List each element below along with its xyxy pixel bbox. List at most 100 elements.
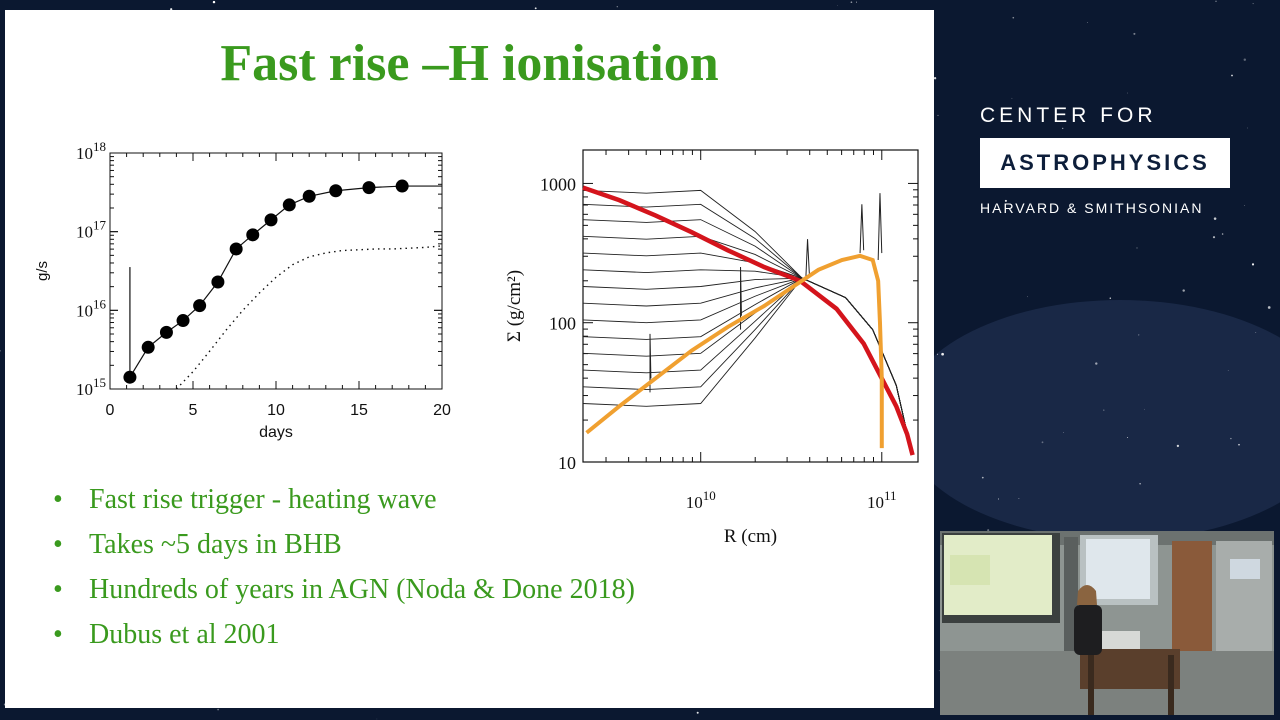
- profile-curve: [582, 277, 910, 442]
- star: [1127, 437, 1129, 438]
- star: [1133, 32, 1136, 35]
- star: [1213, 217, 1217, 220]
- presentation-slide: Fast rise –H ionisation • Fast rise trigg…: [5, 10, 934, 708]
- speaker-webcam-video[interactable]: [940, 531, 1274, 715]
- data-point: [229, 242, 243, 256]
- star: [850, 1, 853, 4]
- star: [937, 114, 939, 116]
- bullet-symbol: •: [53, 484, 63, 515]
- star: [1018, 498, 1020, 500]
- star: [1103, 409, 1105, 411]
- x-axis-label: R (cm): [724, 526, 777, 547]
- data-point: [123, 370, 137, 384]
- heating-front-spike: [859, 204, 865, 254]
- star: [1244, 205, 1246, 207]
- logo-line-harvard-smithsonian: HARVARD & SMITHSONIAN: [980, 200, 1204, 216]
- star: [1087, 22, 1088, 23]
- star: [1138, 334, 1140, 336]
- star: [987, 529, 990, 532]
- orange-profile-curve: [585, 253, 884, 449]
- star: [1095, 362, 1098, 365]
- data-point: [141, 340, 155, 354]
- star: [0, 350, 1, 352]
- star: [1062, 127, 1064, 130]
- star: [936, 353, 939, 355]
- star: [855, 1, 858, 3]
- star: [217, 708, 219, 711]
- star: [1011, 97, 1013, 99]
- data-point: [264, 213, 278, 227]
- bullet-symbol: •: [53, 619, 63, 650]
- x-tick-label: 1010: [686, 488, 716, 512]
- x-tick-label: 15: [350, 402, 368, 419]
- bullet-list: • Fast rise trigger - heating wave • Takes…: [53, 480, 635, 660]
- star: [981, 476, 984, 479]
- star: [1144, 408, 1145, 410]
- star: [1182, 289, 1185, 292]
- profile-curve: [582, 277, 910, 442]
- profile-curve: [582, 277, 910, 442]
- star: [1176, 444, 1180, 448]
- star: [1127, 92, 1128, 94]
- bullet-item: • Hundreds of years in AGN (Noda & Done 2…: [53, 570, 635, 615]
- cfa-logo: CENTER FOR ASTROPHYSICS HARVARD & SMITHS…: [980, 104, 1230, 216]
- x-tick-label: 5: [189, 402, 198, 419]
- data-point: [176, 314, 190, 328]
- y-tick-label: 100: [549, 314, 576, 334]
- bullet-symbol: •: [53, 529, 63, 560]
- star: [1230, 437, 1232, 440]
- profile-curve: [582, 252, 910, 442]
- profile-curve: [582, 277, 910, 442]
- heating-front-spike: [805, 239, 810, 281]
- data-point: [246, 228, 260, 242]
- star: [1243, 58, 1247, 61]
- star: [1238, 443, 1240, 446]
- star: [1012, 16, 1015, 19]
- slide-title: Fast rise –H ionisation: [220, 35, 719, 92]
- star: [1063, 432, 1064, 433]
- star: [1215, 0, 1217, 2]
- star: [1231, 74, 1233, 77]
- bullet-item: • Takes ~5 days in BHB: [53, 525, 635, 570]
- data-point: [159, 325, 173, 339]
- star: [1212, 236, 1216, 239]
- profile-curve: [582, 277, 910, 442]
- x-tick-label: 10: [267, 402, 285, 419]
- star: [1252, 3, 1254, 5]
- y-tick-label: 1017: [76, 218, 107, 242]
- bullet-text: Takes ~5 days in BHB: [89, 529, 342, 560]
- star: [933, 77, 937, 80]
- star: [1109, 297, 1112, 299]
- star: [616, 6, 618, 8]
- bullet-symbol: •: [53, 574, 63, 605]
- star: [941, 352, 944, 356]
- star: [1221, 233, 1224, 235]
- star: [1004, 199, 1007, 202]
- bullet-text: Hundreds of years in AGN (Noda & Done 20…: [89, 574, 635, 605]
- y-tick-label: 1015: [76, 375, 106, 399]
- star: [997, 498, 1000, 500]
- profile-curve: [582, 277, 910, 442]
- x-tick-label: 20: [433, 402, 451, 419]
- heating-front-spike: [649, 333, 652, 393]
- y-tick-label: 1018: [76, 139, 106, 163]
- star: [1139, 483, 1141, 485]
- y-tick-label: 1000: [540, 174, 576, 194]
- data-point: [329, 184, 343, 198]
- y-tick-label: 10: [558, 453, 576, 473]
- star: [1041, 441, 1044, 444]
- star: [1227, 370, 1229, 371]
- data-point: [395, 179, 409, 193]
- star: [1136, 247, 1138, 249]
- x-axis-label: days: [259, 424, 293, 441]
- star: [696, 711, 699, 714]
- data-point: [211, 275, 225, 289]
- bullet-item: • Dubus et al 2001: [53, 615, 635, 660]
- star: [1255, 332, 1257, 333]
- bullet-text: Fast rise trigger - heating wave: [89, 484, 437, 515]
- data-point: [302, 189, 316, 203]
- bullet-item: • Fast rise trigger - heating wave: [53, 480, 635, 525]
- star: [1251, 263, 1255, 266]
